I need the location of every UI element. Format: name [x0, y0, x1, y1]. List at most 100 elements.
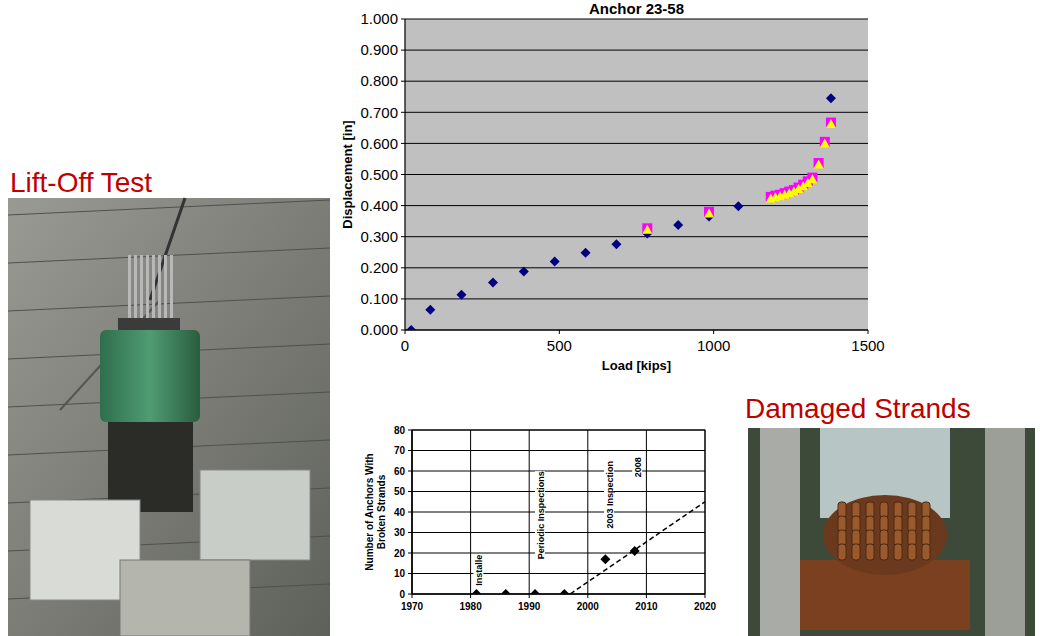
strand	[134, 255, 137, 320]
water	[820, 428, 950, 518]
caption: Lift-Off Test	[10, 167, 152, 198]
y-axis	[411, 430, 412, 594]
point	[488, 277, 498, 287]
chair	[108, 422, 193, 512]
grid-line	[405, 330, 868, 331]
point	[559, 589, 569, 594]
y-tick-label: 1.000	[360, 10, 398, 27]
point	[826, 118, 836, 128]
strand	[908, 544, 916, 560]
x-tick-label: 1500	[851, 337, 884, 354]
point	[673, 220, 683, 230]
crane-hook	[150, 198, 185, 300]
x-tick-label: 1980	[459, 601, 482, 612]
damaged-strands-photo	[748, 428, 1035, 636]
point	[733, 201, 743, 211]
grid-line	[412, 532, 705, 533]
annotation-bg	[632, 457, 642, 477]
grid-line	[405, 50, 868, 51]
point	[704, 207, 714, 217]
point	[814, 160, 824, 169]
y-axis-title: Displacement [in]	[340, 120, 355, 228]
strand	[894, 544, 902, 560]
grid-line	[405, 298, 868, 299]
strand	[140, 255, 143, 320]
grid-line	[405, 143, 868, 144]
point	[611, 239, 621, 249]
strand	[152, 255, 155, 320]
caption: Damaged Strands	[745, 393, 971, 424]
x-tick-label: 2010	[635, 601, 658, 612]
y-tick-label: 30	[394, 527, 406, 538]
annotation: Installe	[474, 555, 484, 586]
y-tick-label: 0.900	[360, 41, 398, 58]
chart: 0102030405060708019701980199020002010202…	[364, 425, 716, 613]
grid-line	[405, 19, 868, 20]
strand	[146, 255, 149, 320]
point	[820, 138, 830, 147]
y-tick-label: 0.700	[360, 104, 398, 121]
grid-line	[412, 573, 705, 574]
y-axis-title-line: Displacement [in]	[340, 120, 355, 228]
point	[807, 174, 817, 183]
y-axis	[404, 19, 405, 330]
y-tick-label: 0.000	[360, 321, 398, 338]
y-tick-label: 70	[394, 445, 406, 456]
annotation: Periodic Inspections	[536, 471, 546, 559]
point	[406, 325, 416, 330]
grid-line	[405, 236, 868, 237]
jack	[100, 330, 200, 422]
point	[530, 589, 540, 594]
strand	[158, 255, 161, 320]
grid-line	[412, 553, 705, 554]
grid-line	[412, 430, 413, 594]
grid-line	[405, 174, 868, 175]
x-tick-label: 2000	[577, 601, 600, 612]
strand	[164, 255, 167, 320]
y-tick-label: 0	[399, 589, 405, 600]
anchor-head	[823, 495, 947, 575]
x-tick-label: 2020	[694, 601, 717, 612]
marks	[471, 502, 705, 594]
strand	[838, 544, 846, 560]
y-tick-label: 0.400	[360, 197, 398, 214]
strand	[128, 255, 131, 320]
annotation-bg	[604, 461, 614, 529]
jack-cap	[118, 318, 180, 330]
chart: 0.0000.1000.2000.3000.4000.5000.6000.700…	[340, 0, 884, 373]
grid-line	[412, 512, 705, 513]
y-tick-label: 0.300	[360, 228, 398, 245]
point	[471, 589, 481, 594]
point	[642, 225, 652, 234]
strand	[880, 544, 888, 560]
x-tick-label: 1990	[518, 601, 541, 612]
x-tick-label: 1970	[401, 601, 424, 612]
grid-line	[587, 430, 588, 594]
point	[704, 208, 714, 217]
point	[581, 248, 591, 258]
grid-line	[646, 430, 647, 594]
x-tick-label: 1000	[697, 337, 730, 354]
y-tick-label: 0.600	[360, 135, 398, 152]
grid-line	[412, 450, 705, 451]
grid-line	[412, 594, 705, 595]
strand	[922, 544, 930, 560]
strand	[866, 544, 874, 560]
box	[120, 560, 250, 636]
annotation-bg	[535, 471, 545, 559]
plot-area	[412, 430, 705, 594]
wall-joint	[8, 248, 330, 263]
point	[826, 119, 836, 128]
x-tick-label: 500	[547, 337, 572, 354]
point	[807, 173, 817, 183]
grid-line	[412, 430, 705, 431]
y-tick-label: 50	[394, 486, 406, 497]
grid-line	[405, 112, 868, 113]
grid-line	[412, 491, 705, 492]
point	[501, 589, 511, 594]
y-tick-label: 20	[394, 548, 406, 559]
y-tick-label: 0.800	[360, 72, 398, 89]
annotation: 2003 Inspection	[605, 461, 615, 529]
x-axis-title: Load [kips]	[602, 358, 671, 373]
grid-line	[412, 471, 705, 472]
